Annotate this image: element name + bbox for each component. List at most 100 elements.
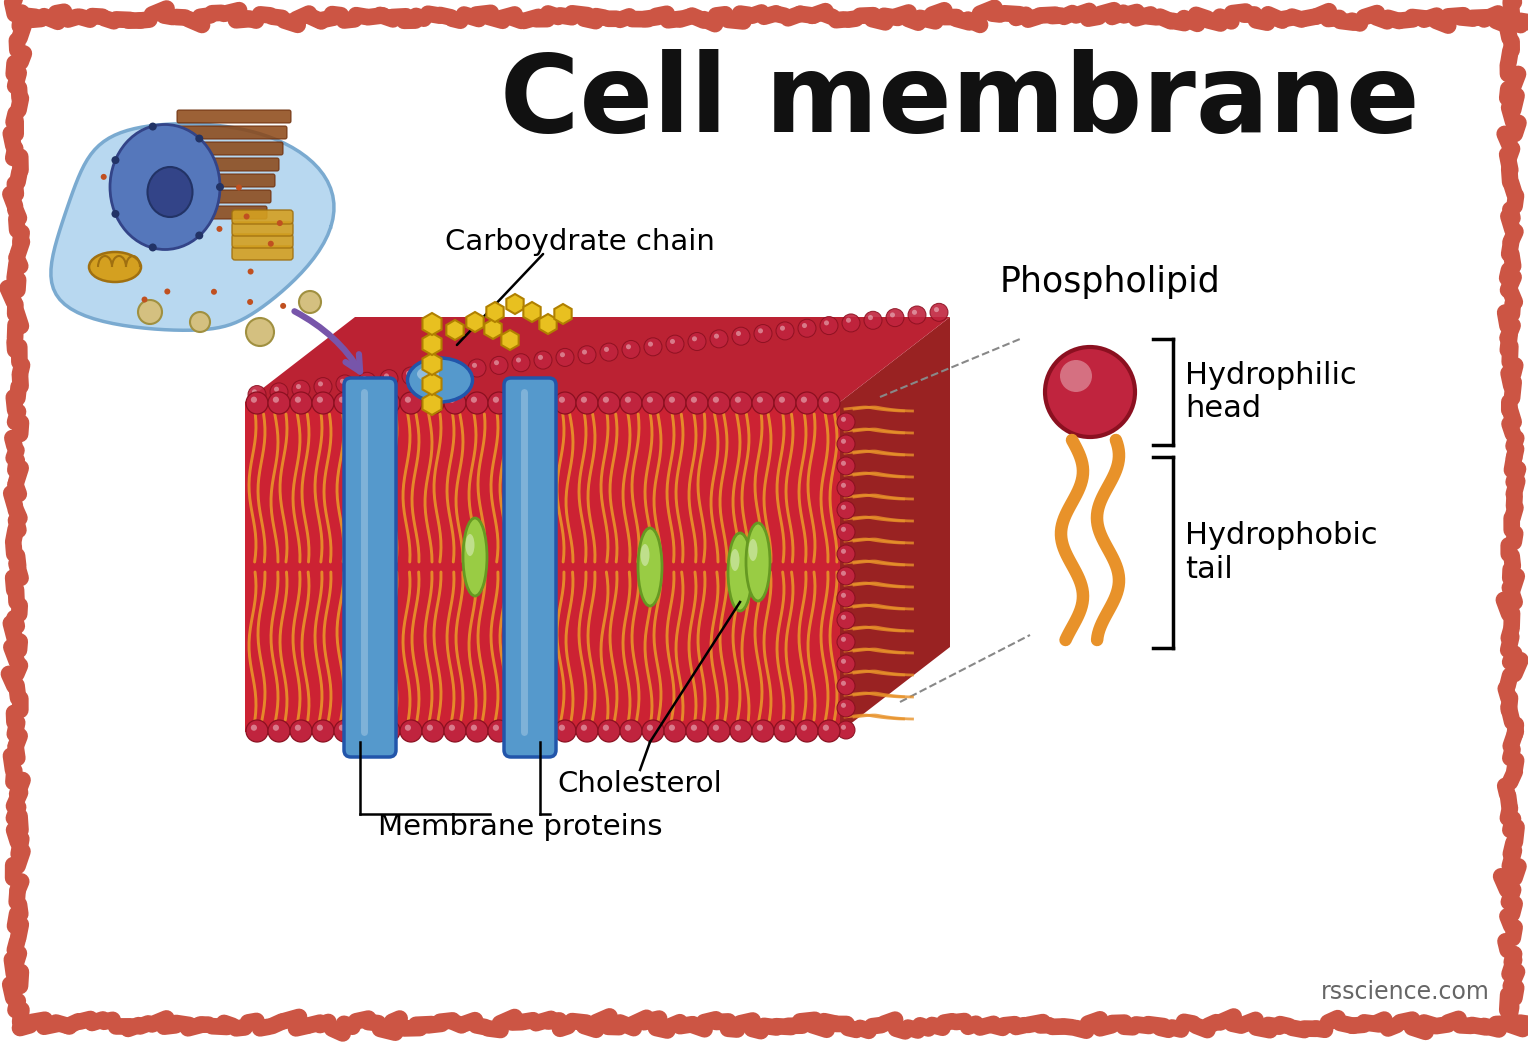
Circle shape — [666, 336, 685, 353]
Circle shape — [124, 216, 130, 221]
Circle shape — [339, 397, 345, 403]
Circle shape — [648, 342, 652, 347]
Circle shape — [735, 724, 741, 730]
Circle shape — [400, 720, 422, 742]
Circle shape — [295, 397, 301, 403]
Circle shape — [428, 368, 432, 373]
Circle shape — [752, 392, 775, 414]
Ellipse shape — [148, 167, 193, 217]
Circle shape — [837, 413, 856, 431]
Circle shape — [556, 348, 575, 367]
Circle shape — [536, 397, 542, 403]
Circle shape — [406, 371, 411, 376]
Circle shape — [642, 392, 665, 414]
Circle shape — [886, 308, 905, 326]
Circle shape — [908, 306, 926, 324]
Circle shape — [384, 724, 390, 730]
Circle shape — [840, 504, 847, 510]
Circle shape — [274, 397, 280, 403]
Circle shape — [707, 720, 730, 742]
Circle shape — [753, 324, 772, 343]
Text: rsscience.com: rsscience.com — [1322, 979, 1490, 1004]
Circle shape — [837, 699, 856, 717]
Circle shape — [449, 397, 455, 403]
Circle shape — [669, 397, 675, 403]
Circle shape — [1060, 359, 1093, 392]
Circle shape — [714, 333, 720, 339]
Circle shape — [445, 392, 466, 414]
Circle shape — [248, 386, 266, 403]
Circle shape — [251, 397, 257, 403]
FancyBboxPatch shape — [232, 222, 293, 235]
Circle shape — [840, 659, 847, 664]
Circle shape — [361, 724, 367, 730]
Ellipse shape — [749, 539, 758, 561]
Circle shape — [235, 184, 241, 191]
Circle shape — [707, 392, 730, 414]
Circle shape — [840, 571, 847, 576]
Circle shape — [422, 392, 445, 414]
Circle shape — [643, 338, 662, 355]
Circle shape — [217, 226, 223, 232]
Ellipse shape — [640, 544, 649, 566]
Circle shape — [597, 720, 620, 742]
Circle shape — [817, 720, 840, 742]
Circle shape — [840, 527, 847, 531]
FancyBboxPatch shape — [170, 142, 283, 155]
Circle shape — [515, 397, 521, 403]
Circle shape — [196, 231, 203, 240]
Circle shape — [796, 720, 817, 742]
Circle shape — [840, 417, 847, 422]
Circle shape — [779, 326, 785, 330]
Circle shape — [837, 523, 856, 541]
Circle shape — [756, 724, 762, 730]
Circle shape — [358, 372, 376, 391]
Circle shape — [532, 392, 555, 414]
Circle shape — [669, 339, 675, 344]
Circle shape — [292, 380, 310, 398]
Text: Hydrophobic
tail: Hydrophobic tail — [1186, 521, 1378, 584]
Circle shape — [756, 397, 762, 403]
Circle shape — [290, 720, 312, 742]
Circle shape — [165, 289, 170, 295]
FancyBboxPatch shape — [153, 206, 267, 219]
Circle shape — [863, 312, 882, 329]
Circle shape — [267, 392, 290, 414]
Circle shape — [559, 724, 565, 730]
FancyBboxPatch shape — [177, 110, 290, 123]
Circle shape — [510, 392, 532, 414]
Circle shape — [837, 457, 856, 475]
Circle shape — [837, 479, 856, 497]
Ellipse shape — [408, 358, 472, 402]
Text: Carboydrate chain: Carboydrate chain — [445, 228, 715, 256]
Circle shape — [101, 174, 107, 180]
Circle shape — [490, 356, 507, 374]
Circle shape — [356, 392, 377, 414]
Ellipse shape — [89, 252, 141, 282]
Circle shape — [912, 309, 917, 315]
Circle shape — [779, 724, 785, 730]
Circle shape — [837, 632, 856, 651]
Circle shape — [384, 397, 390, 403]
Circle shape — [559, 352, 565, 357]
Circle shape — [559, 397, 565, 403]
Circle shape — [384, 373, 390, 378]
Circle shape — [267, 720, 290, 742]
Circle shape — [692, 337, 697, 342]
Circle shape — [752, 720, 775, 742]
Circle shape — [339, 378, 345, 383]
FancyBboxPatch shape — [160, 174, 275, 187]
Circle shape — [336, 375, 354, 393]
Ellipse shape — [463, 518, 487, 596]
Circle shape — [487, 392, 510, 414]
Text: Membrane proteins: Membrane proteins — [377, 813, 662, 841]
Circle shape — [516, 357, 521, 363]
Circle shape — [776, 322, 795, 340]
Circle shape — [246, 318, 274, 346]
Circle shape — [824, 397, 830, 403]
Circle shape — [270, 382, 287, 401]
Circle shape — [604, 347, 610, 352]
Circle shape — [267, 241, 274, 247]
Circle shape — [445, 720, 466, 742]
Circle shape — [532, 720, 555, 742]
